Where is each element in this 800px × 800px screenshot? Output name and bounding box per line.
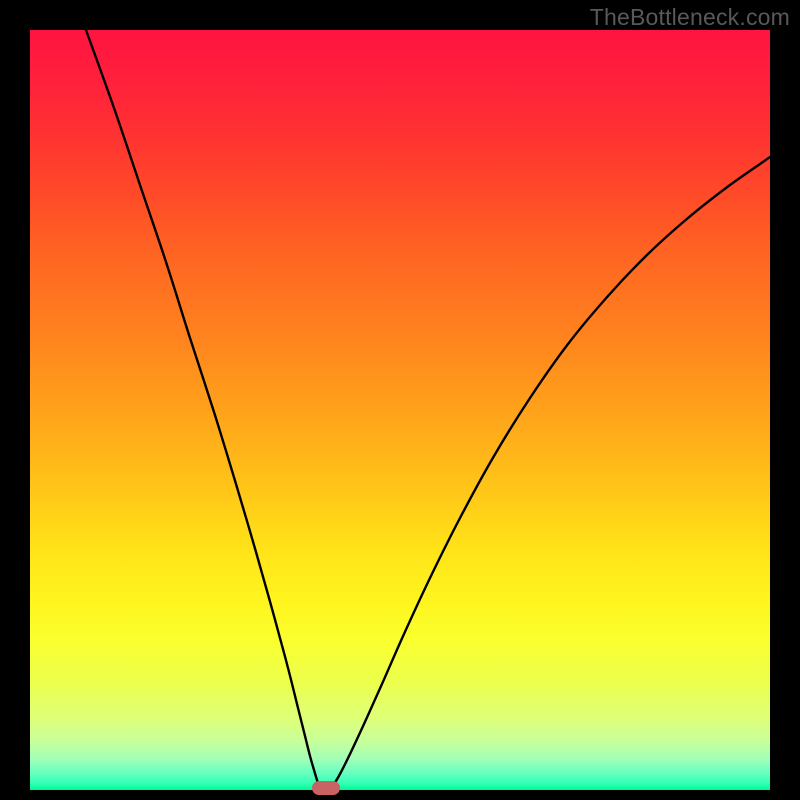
bottleneck-curve [30,30,770,790]
apex-marker [312,781,340,795]
chart-frame: TheBottleneck.com [0,0,800,800]
plot-area [30,30,770,790]
watermark-text: TheBottleneck.com [590,4,790,31]
